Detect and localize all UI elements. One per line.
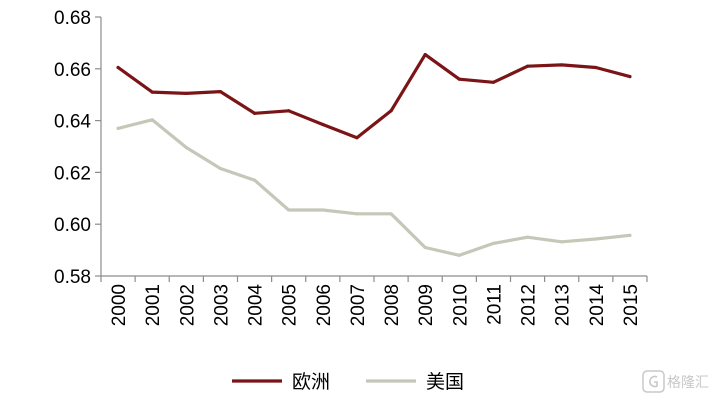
- data-point: [355, 212, 359, 216]
- data-point: [389, 109, 393, 113]
- data-point: [116, 126, 120, 130]
- y-axis-ticks: 0.58 0.60 0.62 0.64 0.66 0.68: [54, 8, 101, 288]
- x-tick-label: 2007: [348, 284, 369, 326]
- data-point: [594, 237, 598, 241]
- series-line-0: [116, 52, 632, 140]
- legend-label-1: 美国: [426, 371, 464, 393]
- data-point: [560, 63, 564, 67]
- data-point: [252, 178, 257, 182]
- x-tick-label: 2008: [382, 284, 403, 326]
- data-point: [252, 111, 257, 115]
- data-point: [321, 208, 325, 212]
- data-point: [628, 74, 632, 79]
- data-point: [628, 233, 632, 237]
- x-tick-label: 2001: [143, 284, 164, 326]
- y-tick-label: 0.64: [54, 112, 91, 133]
- x-tick-label: 2011: [484, 284, 505, 325]
- x-tick-label: 2014: [587, 284, 608, 327]
- gelonghui-logo-icon: [642, 370, 665, 393]
- data-point: [150, 90, 154, 94]
- data-point: [218, 89, 223, 94]
- data-point: [491, 80, 496, 84]
- data-point: [525, 64, 530, 68]
- data-point: [491, 241, 496, 245]
- y-tick-label: 0.60: [54, 215, 91, 236]
- data-point: [525, 235, 530, 239]
- data-point: [423, 245, 427, 250]
- x-tick-label: 2010: [450, 284, 471, 326]
- data-point: [287, 109, 291, 113]
- watermark-text: 格隆汇: [667, 375, 709, 391]
- data-point: [184, 145, 188, 150]
- data-point: [321, 122, 325, 127]
- data-point: [594, 65, 598, 70]
- data-point: [150, 118, 154, 122]
- series-lines: [116, 52, 632, 257]
- x-tick-label: 2000: [109, 284, 130, 326]
- y-tick-label: 0.68: [54, 8, 91, 29]
- data-point: [218, 166, 223, 171]
- x-tick-label: 2004: [246, 284, 267, 327]
- series-line-1: [116, 118, 632, 257]
- x-axis-ticks: 2000 2001 2002 2003 2004 2005 2006 2007 2008 2009…: [100, 276, 648, 327]
- y-tick-label: 0.66: [54, 60, 91, 81]
- x-tick-label: 2005: [280, 284, 301, 326]
- data-point: [184, 91, 188, 96]
- x-tick-label: 2013: [553, 284, 574, 326]
- x-tick-label: 2015: [621, 284, 642, 326]
- data-point: [116, 65, 120, 70]
- chart-legend: 欧洲 美国: [232, 371, 464, 393]
- y-tick-label: 0.62: [54, 163, 91, 184]
- x-tick-label: 2012: [519, 284, 540, 326]
- x-tick-label: 2006: [314, 284, 335, 326]
- x-tick-label: 2002: [177, 284, 198, 326]
- data-point: [457, 77, 461, 81]
- data-point: [560, 240, 564, 244]
- data-point: [457, 253, 461, 257]
- data-point: [389, 212, 393, 216]
- legend-label-0: 欧洲: [292, 371, 330, 393]
- x-tick-label: 2003: [211, 284, 232, 326]
- data-point: [423, 52, 427, 57]
- y-tick-label: 0.58: [54, 267, 91, 288]
- x-tick-label: 2009: [416, 284, 437, 326]
- data-point: [355, 136, 359, 140]
- watermark: 格隆汇: [642, 370, 709, 393]
- data-point: [287, 208, 291, 212]
